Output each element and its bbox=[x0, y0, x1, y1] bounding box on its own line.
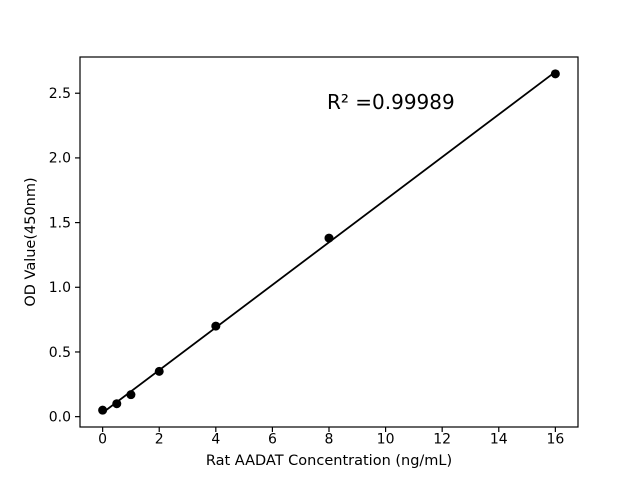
data-point bbox=[98, 405, 108, 415]
y-axis-label: OD Value(450nm) bbox=[23, 177, 39, 307]
data-point bbox=[126, 390, 136, 400]
y-tick-label: 2.5 bbox=[49, 86, 71, 102]
y-tick-label: 2.0 bbox=[49, 151, 71, 167]
data-point bbox=[211, 321, 221, 331]
y-tick-label: 0.0 bbox=[49, 409, 71, 425]
r-squared-annotation: R² =0.99989 bbox=[327, 90, 455, 114]
y-tick-label: 1.0 bbox=[49, 280, 71, 296]
x-tick-label: 6 bbox=[268, 432, 277, 448]
x-tick-label: 12 bbox=[433, 432, 451, 448]
x-tick-label: 16 bbox=[546, 432, 564, 448]
data-point bbox=[154, 366, 164, 376]
x-tick-label: 2 bbox=[155, 432, 164, 448]
x-tick-label: 0 bbox=[98, 432, 107, 448]
x-axis-label: Rat AADAT Concentration (ng/mL) bbox=[205, 453, 453, 469]
data-point bbox=[112, 399, 122, 409]
x-tick-label: 10 bbox=[377, 432, 395, 448]
x-tick-label: 8 bbox=[325, 432, 334, 448]
x-tick-label: 4 bbox=[211, 432, 220, 448]
data-point bbox=[324, 233, 334, 243]
y-tick-label: 0.5 bbox=[49, 345, 71, 361]
x-tick-label: 14 bbox=[490, 432, 508, 448]
data-point bbox=[550, 69, 560, 79]
y-tick-label: 1.5 bbox=[49, 215, 71, 231]
